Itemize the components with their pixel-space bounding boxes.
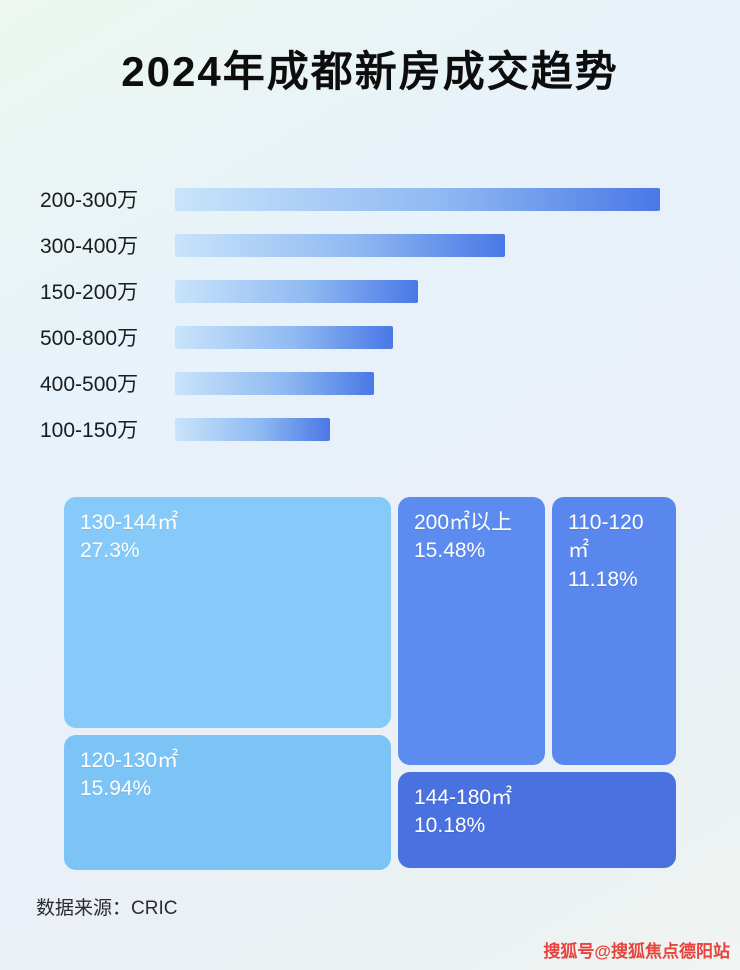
bar-category-label: 100-150万 [40, 419, 139, 442]
bar-track [175, 187, 660, 211]
watermark-label: 搜狐号@搜狐焦点德阳站 [543, 942, 730, 961]
treemap-block-value: 10.18% [414, 814, 486, 838]
treemap-block: 144-180㎡ 10.18% [398, 772, 676, 868]
bar [175, 371, 374, 395]
treemap-block-value: 15.94% [80, 777, 152, 801]
bar-row: 500-800万 [40, 314, 716, 360]
treemap-block: 200㎡以上 15.48% [398, 497, 545, 765]
bar-category-label: 200-300万 [40, 189, 139, 212]
price-band-bar-chart: 200-300万 300-400万 150-200万 500-800万 400-500万… [40, 176, 716, 452]
treemap-block-value: 27.3% [80, 539, 140, 563]
treemap-block: 120-130㎡ 15.94% [64, 735, 391, 870]
bar [175, 233, 505, 257]
bar-track [175, 371, 660, 395]
bar [175, 325, 394, 349]
treemap-block-label: 120-130㎡ [80, 749, 179, 772]
bar-category-label: 500-800万 [40, 327, 139, 350]
treemap-block-label: 200㎡以上 [414, 511, 513, 534]
bar-track [175, 233, 660, 257]
bar-row: 300-400万 [40, 222, 716, 268]
bar-category-label: 300-400万 [40, 235, 139, 258]
treemap-block-value: 15.48% [414, 539, 486, 563]
treemap-block: 130-144㎡ 27.3% [64, 497, 391, 728]
bar-track [175, 325, 660, 349]
treemap-block-value: 11.18% [568, 567, 638, 591]
bar-track [175, 279, 660, 303]
page-title: 2024年成都新房成交趋势 [121, 48, 619, 95]
bar-row: 150-200万 [40, 268, 716, 314]
bar [175, 187, 660, 211]
bar [175, 279, 418, 303]
treemap-block-label: 130-144㎡ [80, 511, 179, 534]
bar-category-label: 400-500万 [40, 373, 139, 396]
area-share-treemap: 130-144㎡ 27.3% 200㎡以上 15.48% 110-120㎡ 11.18% 1… [64, 497, 676, 870]
bar-track [175, 417, 660, 441]
bar-row: 100-150万 [40, 406, 716, 452]
data-source-label: 数据来源：CRIC [36, 898, 178, 919]
bar-row: 200-300万 [40, 176, 716, 222]
bar-row: 400-500万 [40, 360, 716, 406]
treemap-block: 110-120㎡ 11.18% [552, 497, 676, 765]
bar [175, 417, 331, 441]
treemap-block-label: 144-180㎡ [414, 786, 513, 809]
bar-category-label: 150-200万 [40, 281, 139, 304]
treemap-block-label: 110-120㎡ [568, 511, 644, 563]
